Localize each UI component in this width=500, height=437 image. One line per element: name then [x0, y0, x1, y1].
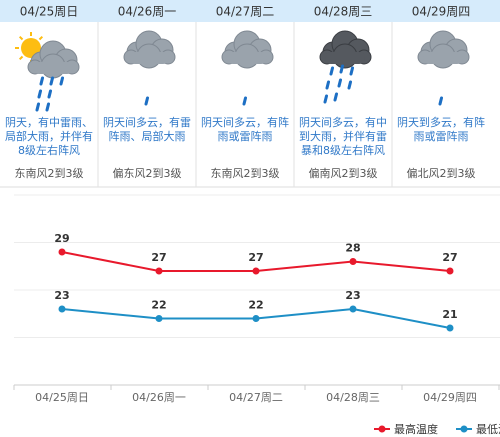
header-date: 04/26周一 [118, 5, 177, 19]
rain-drop [37, 89, 42, 99]
cloud-base [129, 52, 169, 64]
wind: 东南风2到3级 [210, 167, 280, 180]
rain-drop [35, 102, 40, 112]
point [349, 258, 357, 265]
data-label: 23 [54, 289, 69, 302]
legend-label: 最低温度 [476, 422, 500, 436]
point [155, 267, 163, 275]
rain-drop [347, 80, 352, 90]
rain-drop [47, 89, 52, 99]
data-label: 27 [442, 251, 457, 264]
rain-drop [337, 78, 342, 88]
header-date: 04/25周日 [20, 5, 79, 19]
legend-marker [378, 425, 386, 433]
point [252, 267, 260, 275]
point [446, 324, 454, 332]
point [58, 248, 66, 256]
legend-marker [460, 425, 468, 433]
cloud [221, 30, 274, 69]
rain-drop [39, 76, 44, 86]
header-date: 04/28周三 [314, 5, 373, 19]
point [252, 315, 260, 322]
sun-ray [38, 35, 44, 41]
x-tick-label: 04/28周三 [326, 391, 380, 404]
rain-drop [45, 102, 50, 112]
point [155, 315, 163, 322]
header-date: 04/27周二 [216, 5, 275, 19]
data-label: 23 [345, 289, 360, 302]
sun-ray [18, 55, 24, 61]
data-label: 22 [151, 299, 166, 312]
x-tick-label: 04/29周四 [423, 391, 477, 404]
rain-drop [339, 64, 344, 74]
data-label: 27 [248, 251, 263, 264]
header-bar [0, 0, 500, 22]
data-label: 22 [248, 299, 263, 312]
rain-drop [333, 92, 338, 102]
rain-drop [242, 96, 247, 106]
point [446, 267, 454, 275]
weather-description: 阴天到多云，有阵雨或雷阵雨 [397, 116, 485, 143]
rain-drop [59, 76, 64, 86]
data-label: 27 [151, 251, 166, 264]
rain-drop [144, 96, 149, 106]
wind: 东南风2到3级 [14, 167, 84, 180]
x-tick-label: 04/26周一 [132, 391, 186, 404]
data-label: 28 [345, 242, 360, 255]
rain-drop [325, 80, 330, 90]
cloud-base [423, 52, 463, 64]
weather-description: 阴天间多云，有阵雨或雷阵雨 [201, 116, 289, 143]
cloud [27, 40, 80, 79]
rain-drop [329, 66, 334, 76]
wind: 偏东风2到3级 [112, 167, 182, 180]
sun-ray [18, 35, 24, 41]
wind: 偏南风2到3级 [308, 167, 378, 180]
cloud [123, 30, 176, 69]
weather-description: 阴天间多云，有中到大雨，并伴有雷暴和8级左右阵风 [299, 116, 387, 157]
header-date: 04/29周四 [412, 5, 471, 19]
weather-description: 阴天，有中雷雨、局部大雨，并伴有8级左右阵风 [5, 116, 93, 157]
cloud-base [33, 62, 73, 74]
point [58, 305, 66, 313]
data-label: 29 [54, 232, 69, 245]
x-tick-label: 04/25周日 [35, 391, 89, 404]
rain-drop [323, 94, 328, 104]
weather-description: 阴天间多云，有雷阵雨、局部大雨 [103, 116, 191, 143]
legend-label: 最高温度 [394, 422, 438, 436]
cloud-base [325, 52, 365, 64]
rain-drop [349, 66, 354, 76]
cloud-base [227, 52, 267, 64]
rain-drop [49, 76, 54, 86]
cloud [417, 30, 470, 69]
x-tick-label: 04/27周二 [229, 391, 283, 404]
point [349, 305, 357, 313]
rain-drop [438, 96, 443, 106]
dark-cloud [319, 30, 372, 69]
data-label: 21 [442, 308, 457, 321]
wind: 偏北风2到3级 [406, 167, 476, 180]
